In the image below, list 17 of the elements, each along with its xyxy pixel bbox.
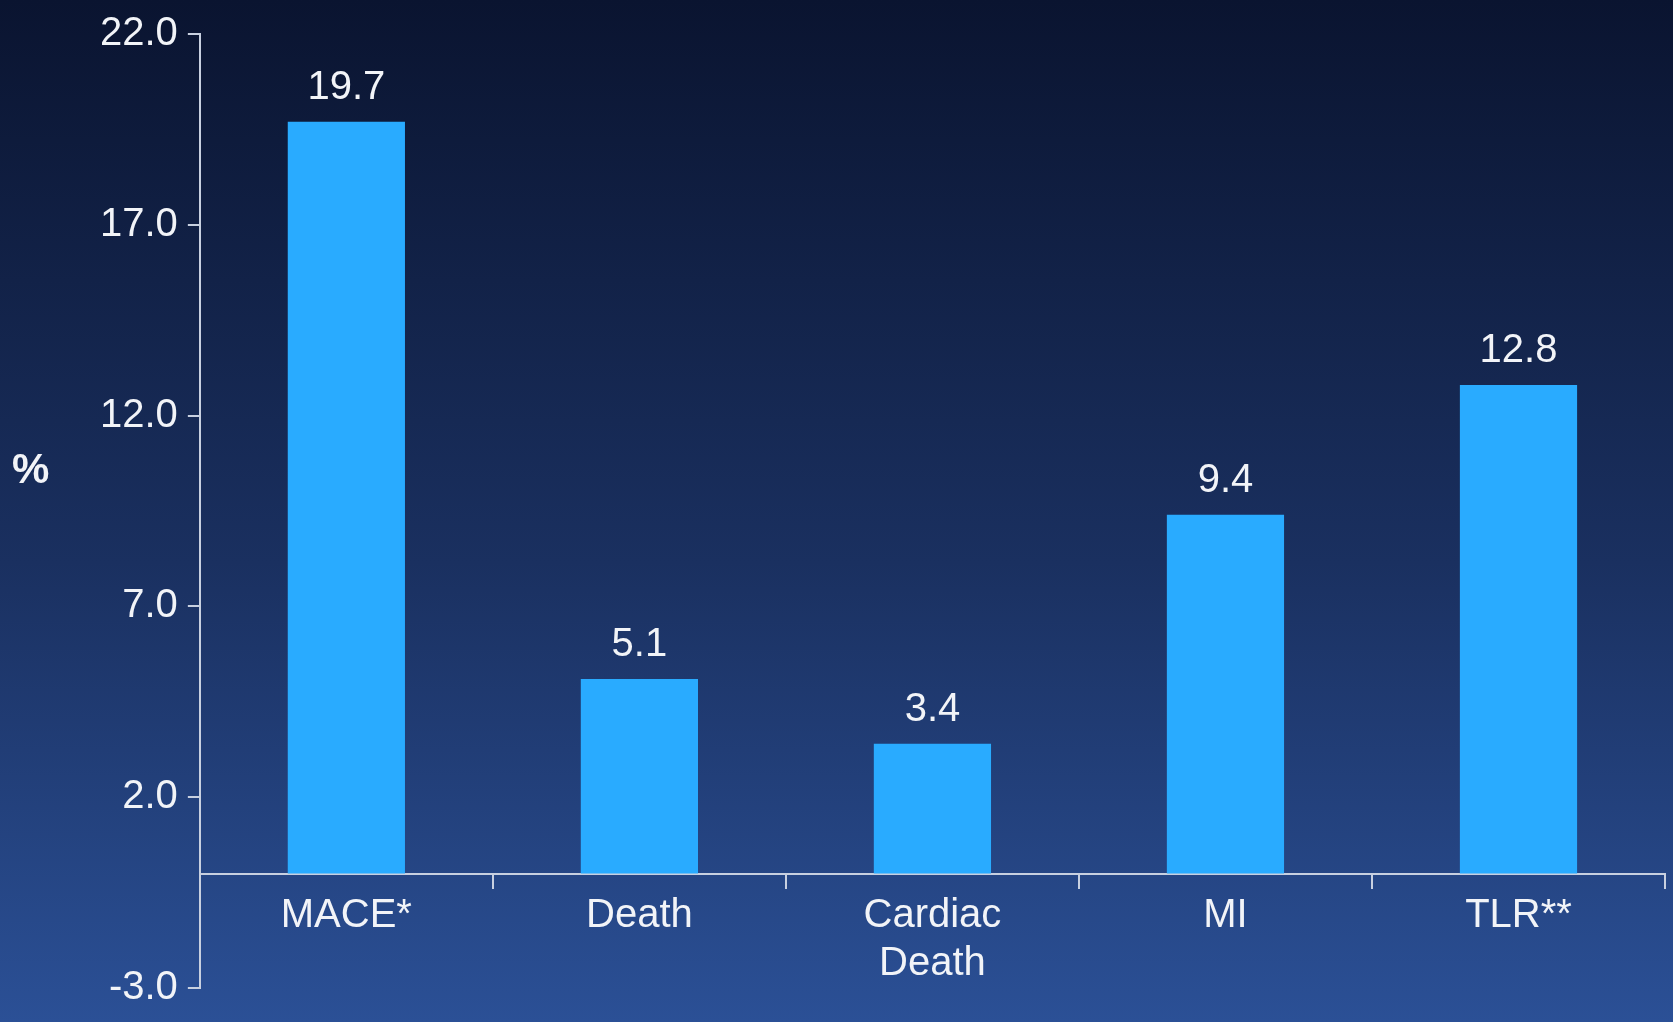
x-tick-label: Death	[586, 890, 693, 935]
x-tick-label: TLR**	[1465, 890, 1572, 935]
x-tick-label: MI	[1203, 890, 1248, 935]
data-label: 5.1	[611, 619, 668, 664]
y-tick-label: -3.0	[108, 963, 178, 1008]
data-label: 12.8	[1479, 326, 1558, 371]
y-tick-label: 7.0	[122, 581, 178, 626]
y-axis-title: %	[12, 444, 50, 492]
y-tick-label: 17.0	[99, 199, 178, 244]
data-label: 9.4	[1197, 455, 1254, 500]
y-tick-label: 12.0	[99, 390, 178, 435]
y-tick-label: 2.0	[122, 772, 178, 817]
y-tick-label: 22.0	[99, 9, 178, 54]
x-tick-label: MACE*	[280, 890, 412, 935]
data-label: 3.4	[904, 684, 961, 729]
data-label: 19.7	[307, 62, 386, 107]
x-tick-label: Cardiac Death	[863, 890, 1002, 983]
